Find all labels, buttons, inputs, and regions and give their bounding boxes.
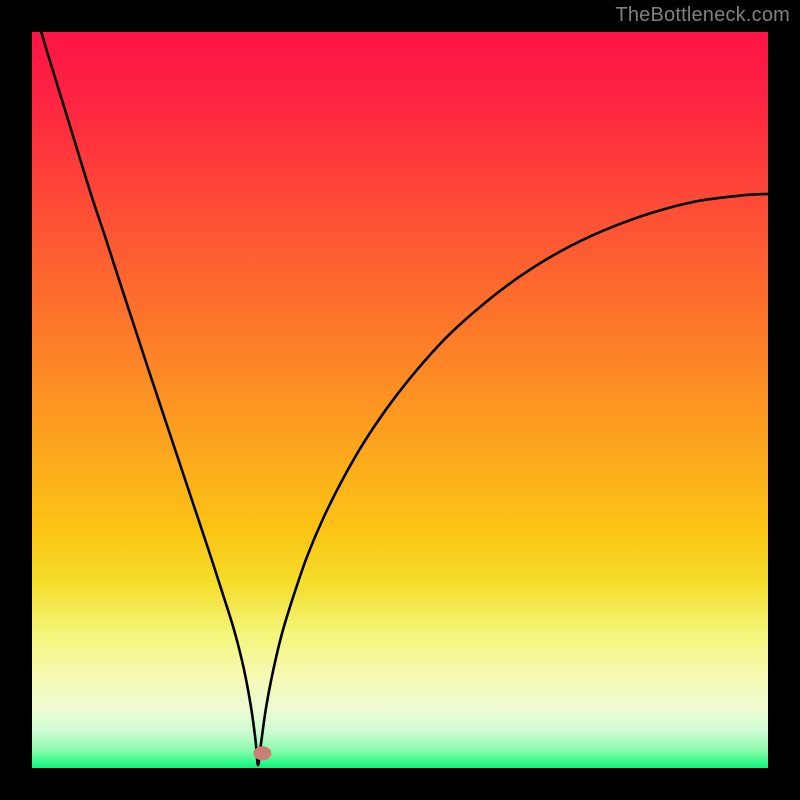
bottleneck-curve <box>32 32 768 768</box>
watermark-text: TheBottleneck.com <box>615 4 790 27</box>
plot-frame <box>32 32 768 768</box>
minimum-marker <box>253 746 271 760</box>
